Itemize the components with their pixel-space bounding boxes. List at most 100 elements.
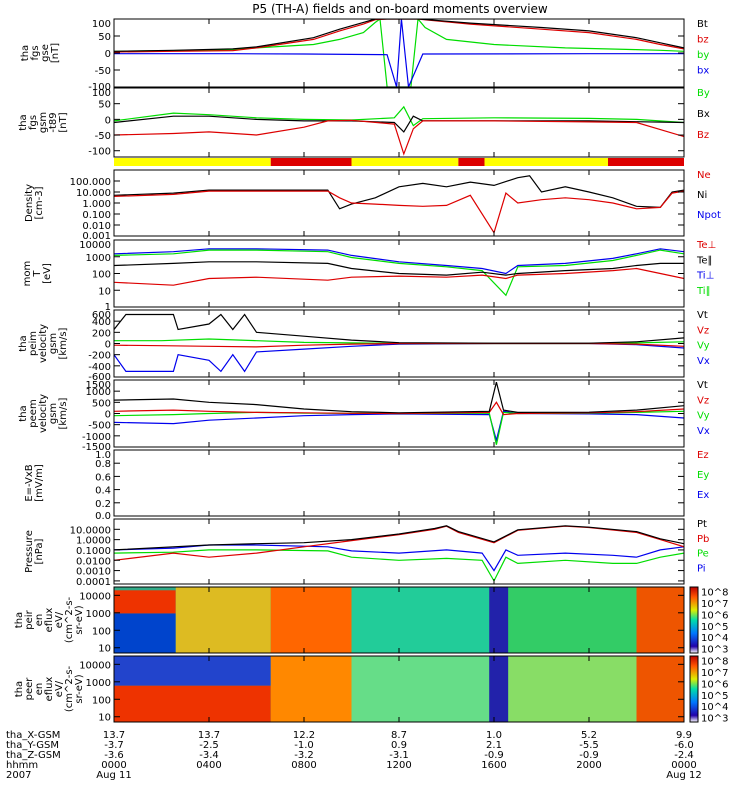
- y-axis-label: T: [32, 270, 43, 278]
- orbit-value: -3.6: [104, 750, 124, 761]
- series-bz: [114, 19, 684, 53]
- y-tick-label: 0.4: [95, 486, 111, 497]
- y-tick-label: 0.6: [95, 472, 111, 483]
- orbit-value: -2.4: [674, 750, 694, 761]
- y-axis-label: gse: [40, 44, 51, 62]
- legend-Npot: Npot: [697, 210, 721, 221]
- orbit-value: 5.2: [581, 730, 597, 741]
- y-tick-label: -50: [95, 66, 111, 77]
- panel-fgs_gse: 100 50 0 -50 -100 tha fgs gse [nT] Bt bz by bx: [20, 18, 709, 93]
- orbit-value: Aug 12: [666, 770, 701, 781]
- legend-Ez: Ez: [697, 450, 709, 461]
- y-axis-label: [mV/m]: [34, 464, 45, 502]
- y-axis-label: fgs: [28, 115, 39, 130]
- y-tick-label: 0: [105, 410, 111, 421]
- legend-Ti⊥: Ti⊥: [696, 271, 714, 282]
- orbit-row-label: 2007: [6, 770, 31, 781]
- legend-Bz: Bz: [697, 130, 709, 141]
- legend-Pe: Pe: [697, 549, 709, 560]
- y-tick-label: 0: [105, 340, 111, 351]
- heatmap-band-0: [114, 613, 176, 653]
- state-segment-0: [114, 158, 271, 166]
- heatmap-band-7: [636, 587, 684, 653]
- y-axis-label: peir: [24, 609, 35, 629]
- y-axis-label: en: [34, 683, 45, 696]
- y-axis-label: [cm-3]: [34, 186, 45, 219]
- series-Pe: [114, 549, 684, 583]
- y-axis-label: tha: [18, 405, 29, 421]
- legend-Vx: Vx: [697, 426, 710, 437]
- legend-Vz: Vz: [697, 325, 709, 336]
- series-Bt: [114, 19, 684, 52]
- legend-bz: bz: [697, 35, 709, 46]
- panel-peer_spec: 10^810^710^610^510^410^3 10000 1000 100 10 th…: [14, 655, 728, 725]
- y-axis-label: mom: [22, 261, 33, 287]
- panel-efield: 1.00.8 0.6 0.4 0.20.0 E=-VxB [mV/m] Ez Ey Ex: [24, 449, 709, 522]
- orbit-value: 9.9: [676, 730, 692, 741]
- y-tick-label: 0.0: [95, 511, 111, 522]
- orbit-value: 13.7: [198, 730, 220, 741]
- series-Ti⊥: [114, 248, 684, 275]
- orbit-value: 0000: [101, 760, 126, 771]
- y-tick-label: 100: [92, 270, 111, 281]
- y-axis-label: sr-eV): [74, 674, 85, 703]
- state-segment-4: [484, 158, 608, 166]
- y-axis-label: E=-VxB: [24, 464, 35, 501]
- colorbar-tick-label: 10^4: [701, 633, 728, 644]
- orbit-value: 0000: [671, 760, 696, 771]
- series-Te⊥: [114, 267, 684, 286]
- colorbar-tick-label: 10^7: [701, 599, 728, 610]
- colorbar-tick-label: 10^4: [701, 702, 728, 713]
- series-Ti∥: [114, 249, 684, 297]
- orbit-value: 8.7: [391, 730, 407, 741]
- y-tick-label: 0: [105, 115, 111, 126]
- y-tick-label: 0.0100: [76, 556, 111, 567]
- state-segment-5: [608, 158, 684, 166]
- legend-Vy: Vy: [697, 341, 710, 352]
- legend-by: by: [697, 50, 709, 61]
- orbit-value: 1200: [386, 760, 411, 771]
- legend-Te∥: Te∥: [696, 255, 713, 266]
- colorbar: [689, 655, 699, 723]
- y-tick-label: -1500: [82, 442, 111, 453]
- orbit-value: -0.9: [579, 750, 599, 761]
- y-tick-label: 0.0010: [76, 567, 111, 578]
- state-segment-1: [270, 158, 352, 166]
- heatmap-band-4: [351, 587, 490, 653]
- y-axis-label: tha: [18, 335, 29, 351]
- legend-Bx: Bx: [697, 109, 710, 120]
- y-axis-label: peem: [28, 399, 39, 427]
- orbit-value: -3.7: [104, 740, 124, 751]
- y-axis-label: [nT]: [58, 112, 69, 132]
- legend-Pb: Pb: [697, 534, 709, 545]
- y-axis-label: velocity: [38, 394, 49, 433]
- orbit-value: -3.4: [199, 750, 219, 761]
- legend-Vz: Vz: [697, 395, 709, 406]
- legend-bx: bx: [697, 66, 709, 77]
- y-tick-label: 0.8: [95, 459, 111, 470]
- y-axis-label: [nPa]: [34, 538, 45, 564]
- legend-Te⊥: Te⊥: [696, 240, 716, 251]
- orbit-value: -0.9: [484, 750, 504, 761]
- y-axis-label: -t89: [48, 112, 59, 132]
- y-tick-label: 50: [98, 100, 111, 111]
- orbit-value: 2.1: [486, 740, 502, 751]
- colorbar-tick-label: 10^6: [701, 679, 728, 690]
- series-Pi: [114, 544, 684, 572]
- y-axis-label: velocity: [38, 324, 49, 363]
- y-axis-label: [nT]: [50, 43, 61, 63]
- y-tick-label: -600: [88, 372, 111, 383]
- orbit-value: 2000: [576, 760, 601, 771]
- y-tick-label: 10000: [79, 591, 111, 602]
- y-tick-label: 10000: [79, 240, 111, 251]
- heatmap-band-2: [270, 656, 352, 722]
- heatmap-band-2: [175, 587, 271, 653]
- series-Vy: [114, 410, 684, 445]
- y-tick-label: -100: [88, 82, 111, 93]
- y-tick-label: 0.1000: [76, 546, 111, 557]
